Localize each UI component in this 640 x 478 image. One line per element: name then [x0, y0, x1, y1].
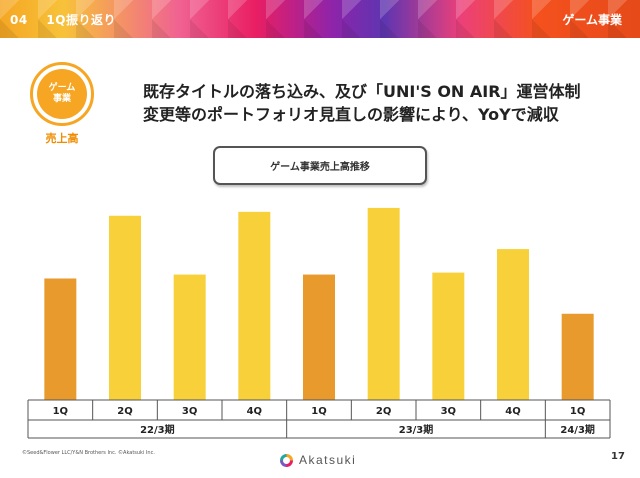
bar-2: [109, 215, 141, 400]
company-logo: Akatsuki: [280, 453, 356, 467]
group-label-3: 24/3期: [560, 423, 595, 436]
bar-3: [173, 274, 206, 400]
bar-6: [367, 207, 400, 400]
page-number: 17: [611, 451, 625, 462]
headline-line-2: 変更等のポートフォリオ見直しの影響により、YoYで減収: [143, 105, 559, 124]
section-heading: 04 1Q振り返り: [10, 11, 116, 28]
category-label-5: 1Q: [311, 406, 326, 417]
group-label-2: 23/3期: [399, 423, 434, 436]
badge-line-1: ゲーム: [48, 82, 76, 93]
headline: 既存タイトルの落ち込み、及び「UNI'S ON AIR」運営体制 変更等のポート…: [143, 80, 633, 126]
category-label-8: 4Q: [505, 406, 520, 417]
category-label-4: 4Q: [247, 406, 262, 417]
badge-caption: 売上高: [45, 132, 79, 145]
header-bar: 04 1Q振り返り ゲーム事業: [0, 0, 640, 38]
category-label-6: 2Q: [376, 406, 391, 417]
segment-label: ゲーム事業: [562, 13, 622, 27]
bar-4: [238, 211, 271, 400]
bar-7: [432, 272, 465, 400]
headline-line-1: 既存タイトルの落ち込み、及び「UNI'S ON AIR」運営体制: [143, 82, 581, 101]
section-title: 1Q振り返り: [46, 13, 116, 27]
bar-9: [561, 313, 594, 400]
category-label-9: 1Q: [570, 406, 585, 417]
category-label-1: 1Q: [53, 406, 68, 417]
category-label-7: 3Q: [441, 406, 456, 417]
category-label-3: 3Q: [182, 406, 197, 417]
bar-1: [44, 278, 77, 400]
category-label-2: 2Q: [117, 406, 132, 417]
group-label-1: 22/3期: [140, 423, 175, 436]
logo-text: Akatsuki: [299, 453, 357, 467]
akatsuki-logo-icon: [280, 453, 293, 467]
copyright-notice: ©Seed&Flower LLC/Y&N Brothers Inc. ©Akat…: [22, 450, 155, 456]
bar-5: [303, 274, 335, 400]
badge-line-2: 事業: [52, 94, 71, 104]
segment-badge-inner: ゲーム 事業: [37, 69, 87, 119]
bar-8: [497, 249, 529, 400]
section-number: 04: [10, 13, 28, 27]
chart-title: ゲーム事業売上高推移: [213, 146, 427, 185]
segment-badge: ゲーム 事業: [30, 62, 94, 126]
